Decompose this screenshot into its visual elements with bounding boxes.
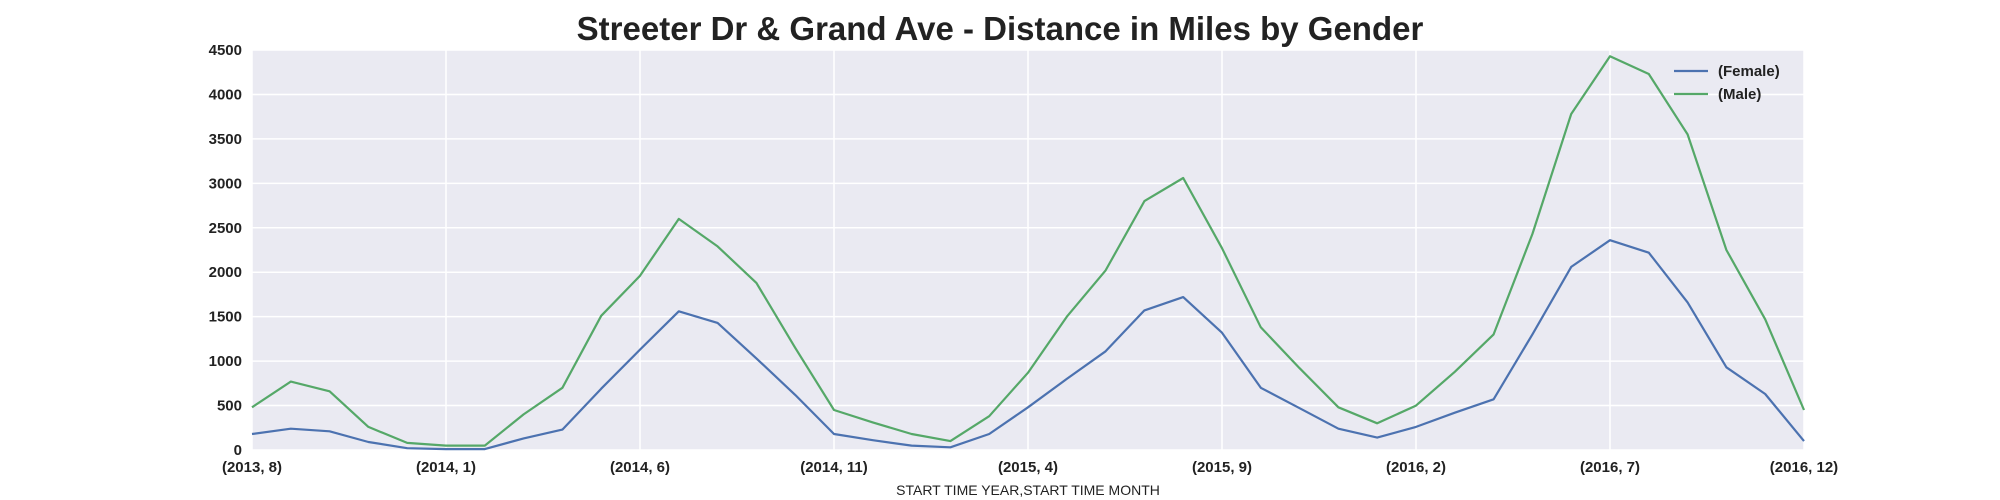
x-tick-label: (2014, 1) bbox=[416, 459, 476, 476]
y-tick-label: 3000 bbox=[209, 175, 242, 192]
x-tick-label: (2015, 4) bbox=[998, 459, 1058, 476]
x-axis-label: START TIME YEAR,START TIME MONTH bbox=[896, 482, 1160, 498]
x-tick-label: (2014, 11) bbox=[800, 459, 868, 476]
y-tick-label: 1000 bbox=[209, 353, 242, 370]
x-tick-label: (2016, 2) bbox=[1386, 459, 1446, 476]
chart-title: Streeter Dr & Grand Ave - Distance in Mi… bbox=[576, 10, 1424, 47]
y-tick-label: 2500 bbox=[209, 220, 242, 237]
grid-lines bbox=[251, 49, 1805, 451]
x-tick-label: (2014, 6) bbox=[610, 459, 670, 476]
y-tick-label: 4500 bbox=[209, 42, 242, 59]
legend-label: (Male) bbox=[1718, 86, 1761, 103]
y-tick-label: 2000 bbox=[209, 264, 242, 281]
y-axis-ticks: 0 500 1000 1500 2000 2500 3000 3500 4000 4500 bbox=[209, 42, 242, 459]
x-axis-ticks: (2013, 8) (2014, 1) (2014, 6) (2014, 11) (20… bbox=[222, 459, 1838, 476]
y-tick-label: 4000 bbox=[209, 86, 242, 103]
series-line-female bbox=[251, 239, 1805, 451]
x-tick-label: (2016, 12) bbox=[1770, 459, 1838, 476]
legend: (Female) (Male) bbox=[1674, 63, 1780, 103]
x-tick-label: (2013, 8) bbox=[222, 459, 282, 476]
y-tick-label: 500 bbox=[217, 398, 242, 415]
legend-label: (Female) bbox=[1718, 63, 1780, 80]
series-line-male bbox=[251, 55, 1806, 447]
series-lines bbox=[251, 55, 1806, 451]
y-tick-label: 0 bbox=[234, 442, 242, 459]
x-tick-label: (2016, 7) bbox=[1580, 459, 1640, 476]
x-tick-label: (2015, 9) bbox=[1192, 459, 1252, 476]
y-tick-label: 1500 bbox=[209, 309, 242, 326]
y-tick-label: 3500 bbox=[209, 131, 242, 148]
